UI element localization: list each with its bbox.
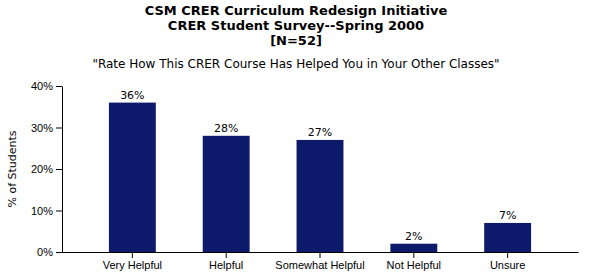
y-tick: 20% [31,163,62,175]
data-labels: 36% 28% 27% 2% 7% [120,89,516,243]
y-tick-mark [56,128,62,129]
x-tick-label: Very Helpful [103,259,162,271]
data-label: 7% [499,209,516,222]
x-tick-mark [132,252,133,258]
x-tick-label: Somewhat Helpful [275,259,364,271]
x-tick-label: Not Helpful [387,259,441,271]
y-tick: 30% [31,122,62,134]
x-tick: Not Helpful [387,252,441,271]
y-tick-mark [56,86,62,87]
x-tick-mark [413,252,414,258]
data-label: 27% [308,126,332,139]
data-label: 2% [405,230,422,243]
x-tick-mark [226,252,227,258]
x-tick-mark [320,252,321,258]
subtitle: "Rate How This CRER Course Has Helped Yo… [92,57,499,71]
bar [297,140,344,252]
y-tick-label: 20% [31,163,53,175]
y-tick-label: 40% [31,80,53,92]
bar [484,223,531,252]
x-tick: Somewhat Helpful [275,252,364,271]
x-tick-label: Unsure [490,259,525,271]
y-tick: 0% [37,246,62,258]
title: [N=52] [270,33,322,48]
y-tick-label: 30% [31,122,53,134]
x-tick: Helpful [209,252,243,271]
y-tick: 40% [31,80,62,92]
x-axis: Very Helpful Helpful Somewhat Helpful Not H… [63,252,579,271]
y-axis: 0% 10% 20% 30% 40% [31,80,63,258]
y-tick-label: 10% [31,205,53,217]
bar [390,244,437,252]
x-tick: Unsure [490,252,525,271]
y-tick-label: 0% [37,246,53,258]
x-tick: Very Helpful [103,252,162,271]
chart: CSM CRER Curriculum Redesign InitiativeC… [0,0,592,280]
bar [203,136,250,252]
y-tick-mark [56,252,62,253]
bars [109,103,531,252]
y-tick-mark [56,211,62,212]
y-axis-line [62,87,63,253]
title: CRER Student Survey--Spring 2000 [168,18,424,33]
x-tick-label: Helpful [209,259,243,271]
data-label: 28% [214,122,238,135]
title: CSM CRER Curriculum Redesign Initiative [145,3,448,18]
bar [109,103,156,252]
x-tick-mark [507,252,508,258]
y-axis-title: % of Students [6,130,19,207]
y-tick: 10% [31,205,62,217]
plot: 0% 10% 20% 30% 40% Very Helpful Helpful Somewha… [6,80,579,271]
y-tick-mark [56,169,62,170]
data-label: 36% [120,89,144,102]
